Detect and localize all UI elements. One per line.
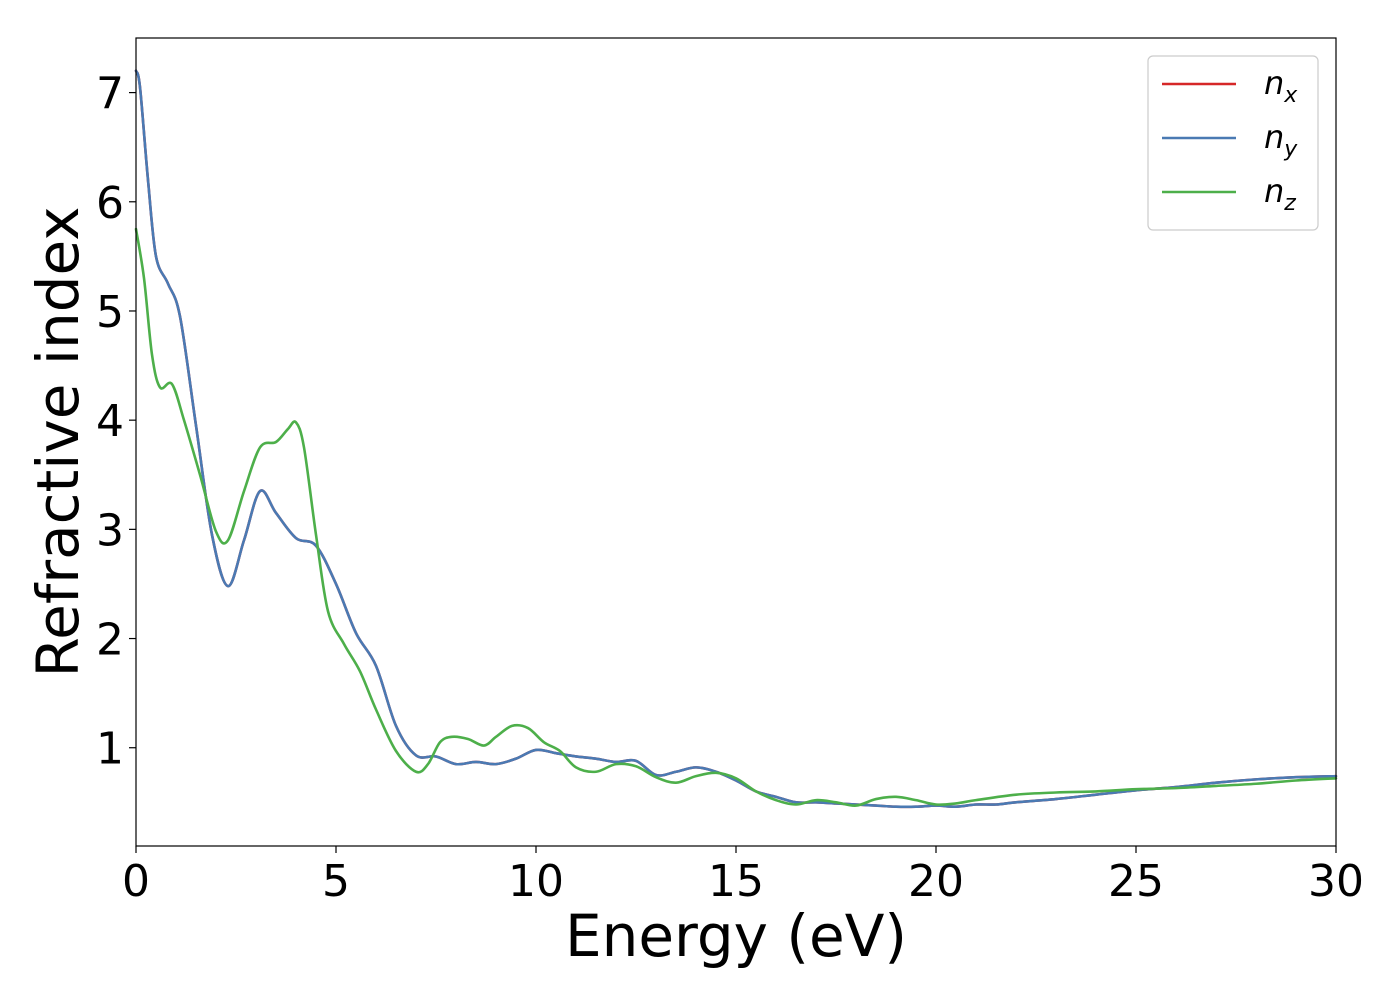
series-line-n-y xyxy=(134,69,1338,809)
y-tick-label: 7 xyxy=(96,69,124,120)
x-tick-label: 15 xyxy=(708,856,764,907)
x-tick-label: 30 xyxy=(1308,856,1364,907)
legend-label-n-z: nz xyxy=(1264,172,1296,216)
y-axis-title: Refractive index xyxy=(24,206,92,677)
x-axis-title: Energy (eV) xyxy=(565,902,907,970)
x-tick-label: 10 xyxy=(508,856,564,907)
y-tick-label: 1 xyxy=(96,724,124,775)
series-layer xyxy=(134,69,1338,809)
y-tick-label: 4 xyxy=(96,396,124,447)
x-tick-label: 5 xyxy=(322,856,350,907)
y-tick-label: 5 xyxy=(96,287,124,338)
y-tick-label: 2 xyxy=(96,615,124,666)
legend-box xyxy=(1147,55,1319,231)
y-tick-label: 3 xyxy=(96,505,124,556)
series-line-n-z xyxy=(134,227,1338,807)
x-tick-label: 20 xyxy=(908,856,964,907)
y-axis-ticks: 1 2 3 4 5 6 7 xyxy=(96,69,136,775)
x-tick-label: 25 xyxy=(1108,856,1164,907)
y-tick-label: 6 xyxy=(96,178,124,229)
x-axis-ticks: 0 5 10 15 20 25 30 xyxy=(122,846,1364,907)
x-tick-label: 0 xyxy=(122,856,150,907)
